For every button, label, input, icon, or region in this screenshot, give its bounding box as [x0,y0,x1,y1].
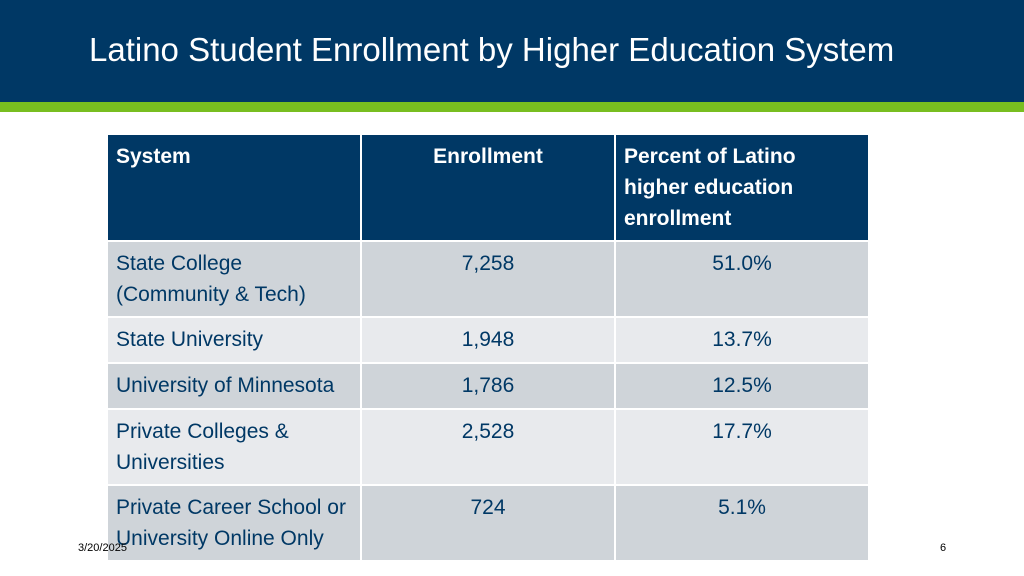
cell-system: Private Career School or University Onli… [106,484,362,562]
header-enrollment: Enrollment [360,133,616,242]
table-row: Private Career School or University Onli… [106,484,870,562]
cell-system: University of Minnesota [106,362,362,410]
cell-percent: 51.0% [614,240,870,318]
cell-percent: 13.7% [614,316,870,364]
cell-percent: 12.5% [614,362,870,410]
table-row: University of Minnesota 1,786 12.5% [106,362,870,410]
cell-enrollment: 2,528 [360,408,616,486]
cell-enrollment: 1,948 [360,316,616,364]
title-bar: Latino Student Enrollment by Higher Educ… [0,0,1024,102]
slide-title: Latino Student Enrollment by Higher Educ… [89,31,895,68]
enrollment-table: System Enrollment Percent of Latino high… [106,133,870,562]
page-number: 6 [940,542,947,554]
table-row: State College (Community & Tech) 7,258 5… [106,240,870,318]
cell-system: Private Colleges & Universities [106,408,362,486]
cell-enrollment: 1,786 [360,362,616,410]
table-header-row: System Enrollment Percent of Latino high… [106,133,870,242]
cell-enrollment: 7,258 [360,240,616,318]
table-row: State University 1,948 13.7% [106,316,870,364]
table-row: Private Colleges & Universities 2,528 17… [106,408,870,486]
cell-system: State University [106,316,362,364]
cell-percent: 17.7% [614,408,870,486]
header-percent: Percent of Latino higher education enrol… [614,133,870,242]
header-system: System [106,133,362,242]
cell-system: State College (Community & Tech) [106,240,362,318]
slide-date: 3/20/2025 [78,542,127,554]
accent-bar [0,102,1024,112]
cell-percent: 5.1% [614,484,870,562]
cell-enrollment: 724 [360,484,616,562]
